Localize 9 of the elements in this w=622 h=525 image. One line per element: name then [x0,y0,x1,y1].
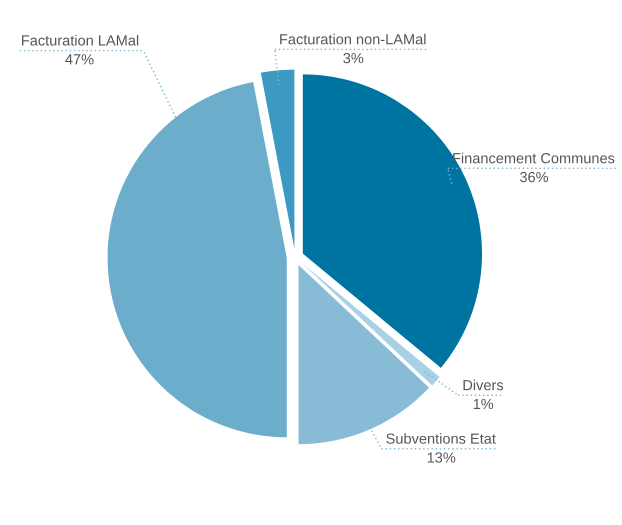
data-label: 47% [65,54,94,64]
data-label: 36% [520,172,548,182]
data-label: 3% [343,52,364,64]
data-label: 13% [428,452,456,463]
data-label: 1% [474,398,494,410]
slice-label: Facturation non-LAMal [280,34,426,44]
slice-label: Divers [464,380,504,390]
slice-label: Facturation LAMal [22,34,138,46]
slice-label: Subventions Etat [386,433,496,444]
